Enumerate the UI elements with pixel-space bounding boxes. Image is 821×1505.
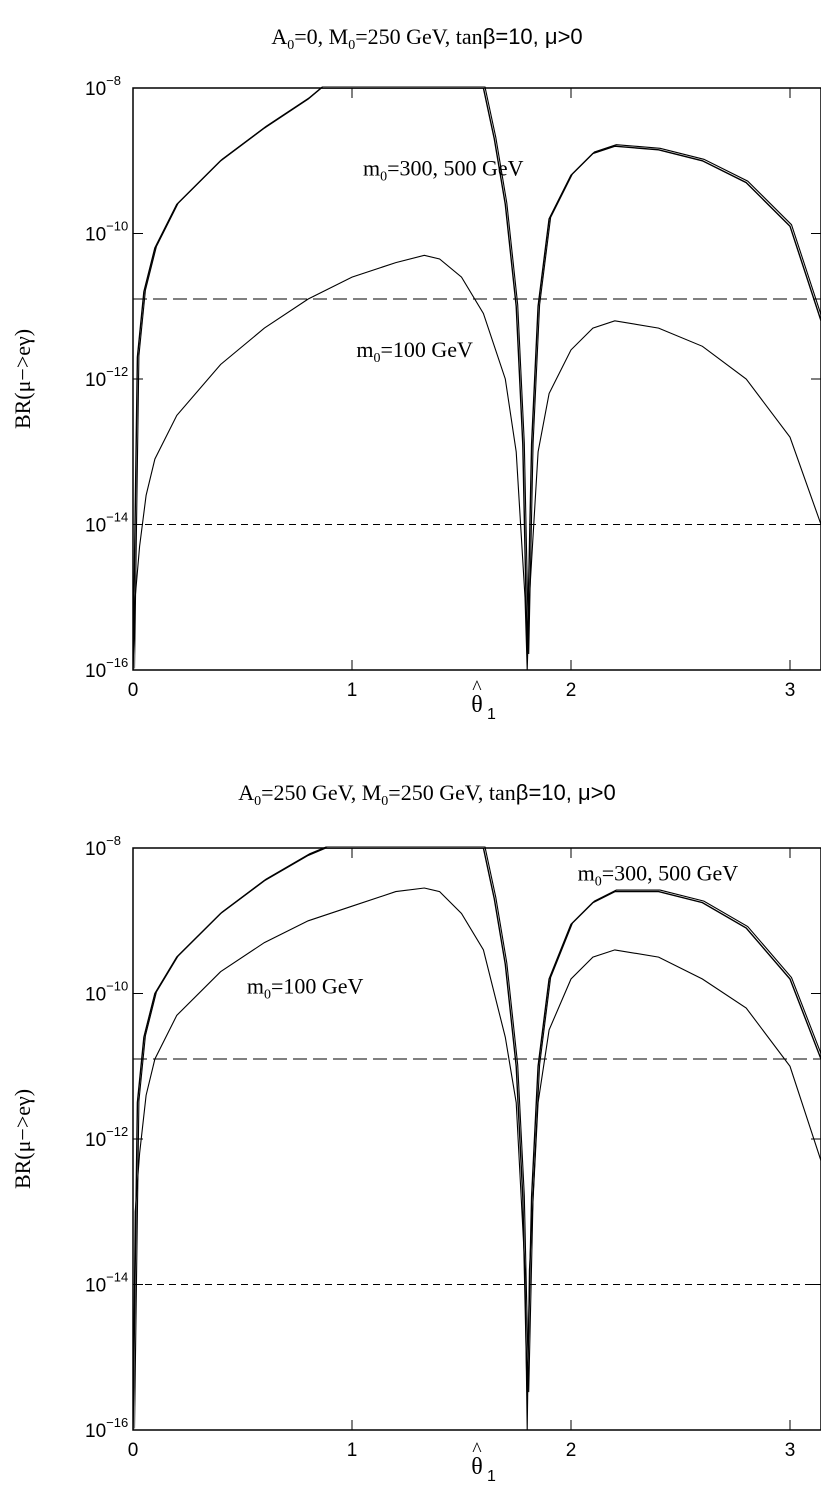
x-axis-label-hat: ^: [472, 1439, 482, 1461]
y-tick-exponent: −14: [106, 1270, 128, 1285]
y-tick-label: 10−12: [85, 364, 128, 391]
y-tick-exponent: −12: [106, 1124, 128, 1139]
y-tick-label: 10−12: [85, 1124, 128, 1151]
title-subscript: 0: [348, 38, 355, 53]
y-tick-label: 10−10: [85, 219, 128, 246]
y-tick-base: 10: [85, 516, 106, 537]
x-tick-label: 3: [785, 1440, 796, 1461]
title-subscript: 0: [254, 794, 261, 809]
title-subscript: 0: [287, 38, 294, 53]
y-tick-exponent: −14: [106, 510, 128, 525]
chart-title: A0=250 GeV, M0=250 GeV, tanβ=10, μ>0: [238, 780, 616, 809]
y-tick-base: 10: [85, 79, 106, 100]
x-axis-label-theta: θ: [471, 1454, 483, 1480]
y-tick-base: 10: [85, 1276, 106, 1297]
annotation-subscript: 0: [374, 351, 381, 366]
curve-annotation: m0=100 GeV: [247, 974, 364, 1003]
chart-panel-2: A0=250 GeV, M0=250 GeV, tanβ=10, μ>010−1…: [10, 780, 821, 1485]
x-axis-label-theta: θ: [471, 692, 483, 718]
plot-frame: [132, 847, 821, 1431]
y-tick-exponent: −16: [106, 1415, 128, 1430]
curve-annotation: m0=100 GeV: [356, 337, 473, 366]
annotation-text: =300, 500 GeV: [387, 155, 524, 180]
y-tick-label: 10−14: [85, 510, 128, 537]
x-tick-label: 3: [785, 680, 796, 701]
y-axis-label: BR(μ−>eγ): [10, 329, 35, 429]
series-line-thick: [133, 848, 821, 1430]
x-axis-label-subscript: 1: [487, 706, 496, 723]
title-text: =0, M: [294, 24, 348, 49]
y-tick-exponent: −8: [106, 73, 121, 88]
chart-title: A0=0, M0=250 GeV, tanβ=10, μ>0: [271, 24, 582, 53]
y-tick-exponent: −16: [106, 655, 128, 670]
series-line-thick-companion: [134, 86, 821, 669]
chart-panel-1: A0=0, M0=250 GeV, tanβ=10, μ>010−1610−14…: [10, 24, 821, 723]
x-tick-label: 0: [128, 1440, 139, 1461]
x-tick-label: 0: [128, 680, 139, 701]
y-tick-label: 10−8: [85, 833, 121, 860]
x-tick-label: 1: [347, 680, 358, 701]
y-tick-base: 10: [85, 1130, 106, 1151]
annotation-subscript: 0: [380, 169, 387, 184]
annotation-subscript: 0: [595, 875, 602, 890]
y-tick-base: 10: [85, 1421, 106, 1442]
x-tick-label: 2: [566, 680, 577, 701]
y-tick-base: 10: [85, 370, 106, 391]
annotation-subscript: 0: [264, 988, 271, 1003]
annotation-text: m: [363, 155, 380, 180]
y-tick-exponent: −8: [106, 833, 121, 848]
annotation-text: m: [247, 974, 264, 999]
curve-annotation: m0=300, 500 GeV: [578, 861, 739, 890]
x-axis-label-hat: ^: [472, 677, 482, 699]
y-tick-label: 10−14: [85, 1270, 128, 1297]
title-text: =250 GeV, tan: [355, 24, 483, 49]
y-tick-label: 10−10: [85, 979, 128, 1006]
x-tick-label: 1: [347, 1440, 358, 1461]
y-tick-base: 10: [85, 985, 106, 1006]
annotation-text: m: [578, 861, 595, 886]
annotation-text: m: [356, 337, 373, 362]
y-tick-label: 10−8: [85, 73, 121, 100]
title-symbol: β: [483, 24, 496, 49]
series-line-thin: [133, 254, 821, 670]
annotation-text: =100 GeV: [381, 337, 474, 362]
y-tick-label: 10−16: [85, 1415, 128, 1442]
title-text: =250 GeV, M: [261, 780, 381, 805]
y-axis-label: BR(μ−>eγ): [10, 1089, 35, 1189]
annotation-text: =300, 500 GeV: [602, 861, 739, 886]
series-line-thick-companion: [134, 846, 821, 1429]
title-text: A: [271, 24, 287, 49]
x-tick-label: 2: [566, 1440, 577, 1461]
y-tick-base: 10: [85, 225, 106, 246]
title-text: =250 GeV, tan: [388, 780, 516, 805]
x-axis-label-subscript: 1: [487, 1468, 496, 1485]
title-text: =10, μ>0: [495, 24, 582, 49]
x-axis-label: θ^ 1: [471, 677, 496, 723]
title-text: A: [238, 780, 254, 805]
annotation-text: =100 GeV: [271, 974, 364, 999]
x-axis-label: θ^ 1: [471, 1439, 496, 1485]
y-tick-base: 10: [85, 839, 106, 860]
y-tick-exponent: −10: [106, 219, 128, 234]
title-symbol: β: [516, 780, 529, 805]
series-line-thin: [133, 887, 821, 1430]
title-subscript: 0: [381, 794, 388, 809]
title-text: =10, μ>0: [528, 780, 615, 805]
y-tick-exponent: −12: [106, 364, 128, 379]
y-tick-base: 10: [85, 661, 106, 682]
curve-annotation: m0=300, 500 GeV: [363, 155, 524, 184]
y-tick-exponent: −10: [106, 979, 128, 994]
y-tick-label: 10−16: [85, 655, 128, 682]
